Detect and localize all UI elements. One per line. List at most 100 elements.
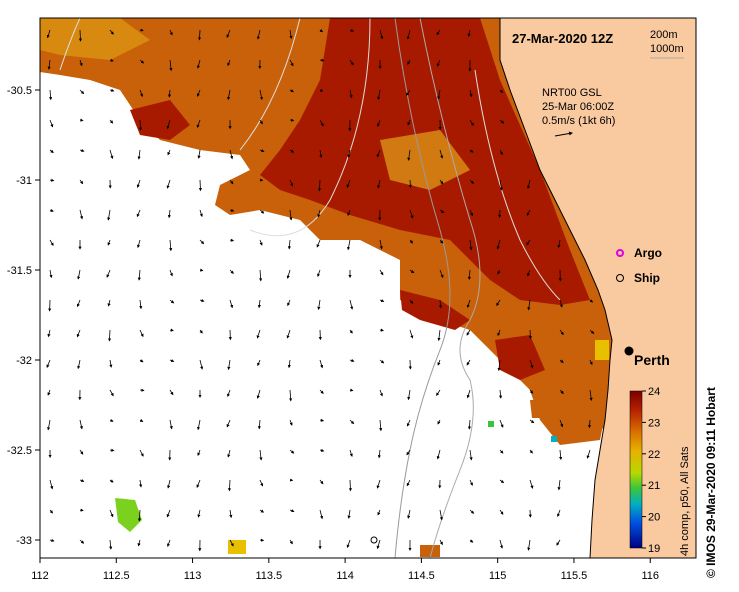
current-vector bbox=[167, 149, 171, 156]
current-vector bbox=[469, 479, 473, 486]
current-time: 25-Mar 06:00Z bbox=[542, 101, 614, 113]
current-vector bbox=[259, 149, 265, 153]
current-vector bbox=[439, 269, 444, 279]
current-vector bbox=[79, 59, 83, 67]
current-vector bbox=[319, 418, 325, 422]
current-vector bbox=[169, 419, 173, 430]
current-vector bbox=[379, 359, 385, 364]
sst-yellow-patch-2 bbox=[595, 340, 609, 360]
current-vector bbox=[319, 29, 324, 33]
current-vector bbox=[497, 359, 501, 372]
plot-frame bbox=[39, 17, 697, 559]
current-vector bbox=[199, 298, 205, 303]
current-vector bbox=[437, 359, 441, 366]
colorbar-tick-label: 23 bbox=[648, 417, 660, 429]
current-vector bbox=[197, 149, 201, 159]
current-vector bbox=[466, 359, 471, 366]
current-vector bbox=[499, 449, 504, 454]
current-vector bbox=[109, 88, 115, 92]
current-vector bbox=[467, 29, 471, 37]
current-vector bbox=[319, 359, 324, 369]
bathy-contour-d bbox=[474, 69, 561, 301]
perth-marker bbox=[624, 346, 634, 356]
current-vector bbox=[169, 239, 173, 252]
current-vector bbox=[199, 329, 203, 334]
current-vector bbox=[257, 419, 262, 430]
current-vector bbox=[589, 329, 595, 334]
current-vector bbox=[527, 269, 531, 277]
current-vector bbox=[169, 359, 175, 363]
current-vector bbox=[379, 239, 383, 250]
current-vector bbox=[199, 359, 204, 370]
current-vector bbox=[317, 269, 321, 278]
current-vector bbox=[349, 89, 353, 99]
current-vector bbox=[527, 299, 531, 311]
current-vector bbox=[376, 149, 381, 158]
current-vector bbox=[286, 269, 291, 279]
current-vector bbox=[527, 179, 531, 189]
x-tick-label: 112.5 bbox=[103, 570, 130, 582]
current-vector bbox=[499, 179, 503, 191]
current-vector bbox=[257, 299, 261, 309]
current-vector bbox=[347, 509, 351, 519]
current-vector bbox=[496, 299, 501, 307]
current-vector bbox=[169, 269, 173, 277]
current-model: NRT00 GSL bbox=[542, 87, 602, 99]
current-vector bbox=[409, 209, 414, 219]
current-vector bbox=[109, 509, 114, 518]
current-vector bbox=[499, 539, 504, 549]
map-title: 27-Mar-2020 12Z bbox=[512, 31, 613, 46]
credit-text: © IMOS 29-Mar-2020 09:11 Hobart bbox=[704, 387, 718, 578]
current-vector bbox=[49, 239, 54, 246]
current-vector bbox=[49, 178, 55, 182]
current-vector bbox=[79, 508, 84, 512]
bathy-contour-200m bbox=[419, 18, 481, 558]
depth-legend-200m: 200m bbox=[650, 29, 678, 41]
current-vector bbox=[198, 179, 202, 192]
depth-legend-1000m: 1000m bbox=[650, 43, 684, 55]
current-vector bbox=[439, 239, 444, 244]
current-vector bbox=[557, 479, 561, 491]
current-vector bbox=[437, 89, 441, 100]
current-vector bbox=[497, 269, 501, 275]
ship-legend-icon bbox=[616, 274, 624, 282]
x-tick-label: 112 bbox=[31, 570, 49, 582]
current-vector bbox=[377, 179, 381, 189]
current-vector bbox=[377, 119, 381, 127]
current-vector bbox=[379, 29, 384, 40]
current-vector bbox=[49, 479, 54, 490]
current-vector bbox=[256, 329, 261, 339]
colorbar-tick-label: 21 bbox=[648, 480, 660, 492]
current-vector bbox=[259, 479, 264, 487]
current-vector bbox=[289, 179, 294, 187]
current-vector bbox=[229, 299, 234, 309]
current-vector bbox=[529, 359, 534, 369]
current-vector bbox=[527, 539, 531, 551]
x-tick-label: 116 bbox=[641, 570, 659, 582]
current-vector bbox=[499, 419, 504, 428]
bathy-contour-b bbox=[239, 18, 301, 151]
current-vector bbox=[377, 509, 381, 516]
current-vector bbox=[407, 59, 411, 66]
bathy-contour-a bbox=[249, 18, 371, 237]
current-vector bbox=[559, 449, 563, 461]
current-vector bbox=[169, 59, 173, 72]
current-vector bbox=[256, 29, 261, 40]
current-vector bbox=[437, 419, 441, 425]
current-vector bbox=[376, 539, 381, 550]
x-tick-label: 113.5 bbox=[255, 570, 282, 582]
argo-legend-label: Argo bbox=[634, 246, 662, 260]
current-vector bbox=[47, 389, 51, 396]
current-vector bbox=[439, 509, 443, 521]
current-vector bbox=[137, 149, 141, 160]
current-vector bbox=[406, 449, 411, 456]
colorbar-tick-label: 19 bbox=[648, 543, 660, 555]
current-vector bbox=[107, 239, 111, 246]
credit-label: IMOS 29-Mar-2020 09:11 Hobart bbox=[704, 387, 718, 566]
current-vector bbox=[46, 29, 51, 39]
current-vector bbox=[557, 239, 561, 249]
current-vector bbox=[109, 479, 114, 483]
current-vector bbox=[167, 539, 171, 547]
current-vector bbox=[407, 149, 411, 161]
current-vector bbox=[379, 299, 385, 303]
